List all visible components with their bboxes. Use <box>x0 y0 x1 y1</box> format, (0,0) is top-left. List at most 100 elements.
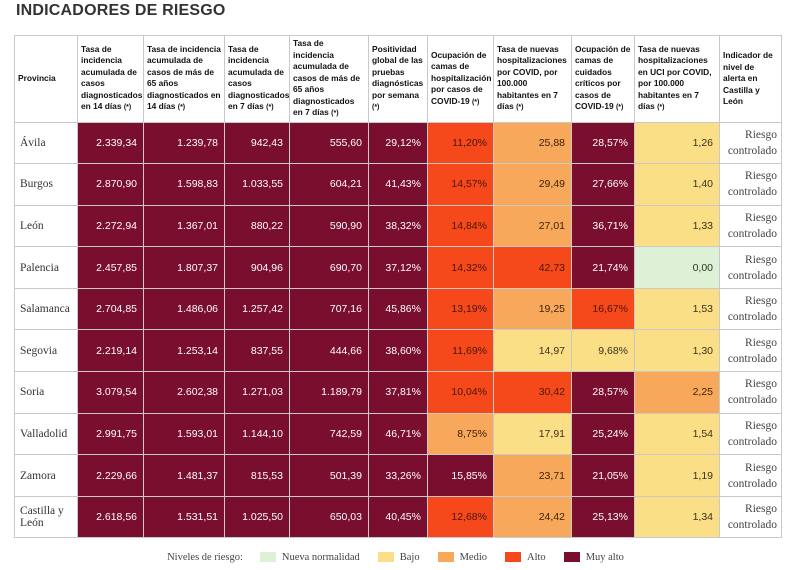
indicator-cell: 29,49 <box>493 163 572 206</box>
asterisk-note[interactable]: (*) <box>331 110 339 117</box>
legend-swatch <box>505 552 522 562</box>
indicator-cell: 9,68% <box>571 329 635 373</box>
indicator-cell: 2.618,56 <box>77 495 144 539</box>
province-cell: Burgos <box>14 163 78 206</box>
indicator-cell: 1,34 <box>634 495 720 539</box>
table-row: Palencia 2.457,85 1.807,37 904,96 690,70 37,1… <box>14 246 782 289</box>
legend-swatch <box>437 552 454 562</box>
indicator-cell: 27,01 <box>493 204 572 248</box>
indicator-cell: 837,55 <box>224 329 290 373</box>
indicator-cell: 23,71 <box>493 454 572 497</box>
indicator-cell: 2.991,75 <box>77 412 144 456</box>
indicator-cell: 1.486,06 <box>143 287 225 331</box>
indicator-cell: 3.079,54 <box>77 371 144 414</box>
indicator-cell: 2.457,85 <box>77 246 144 289</box>
asterisk-note[interactable]: (*) <box>123 104 132 112</box>
table-row: Segovia 2.219,14 1.253,14 837,55 444,66 38,60… <box>14 329 782 373</box>
province-cell: Soria <box>14 371 78 414</box>
indicator-cell: 815,53 <box>224 454 290 497</box>
alert-level-cell: Riesgo controlado <box>719 412 782 456</box>
indicator-cell: 2,25 <box>634 371 720 414</box>
indicator-cell: 38,32% <box>368 204 428 248</box>
indicator-cell: 14,84% <box>427 204 494 248</box>
column-header-nuevas-hosp: Tasa de nuevas hospitalizaciones por COV… <box>493 35 572 123</box>
legend-item-nueva-normalidad: Nueva normalidad <box>259 552 360 563</box>
asterisk-note[interactable]: (*) <box>471 98 480 106</box>
table-row: Valladolid 2.991,75 1.593,01 1.144,10 742,59… <box>14 412 782 456</box>
indicator-cell: 1.257,42 <box>224 287 290 331</box>
asterisk-note[interactable]: (*) <box>266 104 274 112</box>
indicator-cell: 45,86% <box>368 287 428 331</box>
indicator-cell: 36,71% <box>571 204 635 248</box>
alert-level-cell: Riesgo controlado <box>719 121 782 165</box>
indicator-cell: 37,12% <box>368 246 428 289</box>
indicator-cell: 1,19 <box>634 454 720 497</box>
indicator-cell: 27,66% <box>571 163 635 206</box>
legend-item-alto: Alto <box>505 552 546 563</box>
legend-item-muy-alto: Muy alto <box>563 552 624 563</box>
indicator-cell: 25,13% <box>571 495 635 539</box>
province-cell: Castilla y León <box>14 495 78 539</box>
indicator-cell: 690,70 <box>289 246 369 289</box>
indicator-cell: 14,32% <box>427 246 494 289</box>
indicator-cell: 2.229,66 <box>77 454 144 497</box>
column-header-provincia: Provincia <box>14 35 78 123</box>
province-cell: Ávila <box>14 121 78 165</box>
indicator-cell: 1.033,55 <box>224 163 290 206</box>
indicator-cell: 11,69% <box>427 329 494 373</box>
column-header-ia7-65: Tasa de incidencia acumulada de casos de… <box>289 35 369 123</box>
indicator-cell: 904,96 <box>224 246 290 289</box>
indicator-cell: 880,22 <box>224 204 290 248</box>
indicator-cell: 21,74% <box>571 246 635 289</box>
legend-item-medio: Medio <box>437 552 487 563</box>
indicator-cell: 8,75% <box>427 412 494 456</box>
indicator-cell: 604,21 <box>289 163 369 206</box>
indicator-cell: 29,12% <box>368 121 428 165</box>
indicator-cell: 2.704,85 <box>77 287 144 331</box>
alert-level-cell: Riesgo controlado <box>719 454 782 497</box>
indicator-cell: 25,24% <box>571 412 635 456</box>
indicator-cell: 11,20% <box>427 121 494 165</box>
indicator-cell: 38,60% <box>368 329 428 373</box>
indicator-cell: 21,05% <box>571 454 635 497</box>
indicator-cell: 1,40 <box>634 163 720 206</box>
indicator-cell: 33,26% <box>368 454 428 497</box>
asterisk-note[interactable]: (*) <box>657 104 665 112</box>
alert-level-cell: Riesgo controlado <box>719 204 782 248</box>
column-header-ocupacion-uci: Ocupación de camas de cuidados críticos … <box>571 35 635 123</box>
indicator-cell: 1.144,10 <box>224 412 290 456</box>
asterisk-note[interactable]: (*) <box>177 104 186 112</box>
column-header-positividad: Positividad global de las pruebas diagnó… <box>368 35 428 123</box>
indicator-cell: 25,88 <box>493 121 572 165</box>
indicator-cell: 2.219,14 <box>77 329 144 373</box>
indicator-cell: 28,57% <box>571 121 635 165</box>
legend-label: Niveles de riesgo: <box>167 551 243 563</box>
indicator-cell: 1.025,50 <box>224 495 290 539</box>
indicator-cell: 1,53 <box>634 287 720 331</box>
province-cell: Salamanca <box>14 287 78 331</box>
column-header-ia7: Tasa de incidencia acumulada de casos di… <box>224 35 290 123</box>
column-header-ia14: Tasa de incidencia acumulada de casos di… <box>77 35 144 123</box>
table-row: Burgos 2.870,90 1.598,83 1.033,55 604,21 41,4… <box>14 163 782 206</box>
indicator-cell: 1.271,03 <box>224 371 290 414</box>
table-row: Salamanca 2.704,85 1.486,06 1.257,42 707,16 4… <box>14 287 782 331</box>
asterisk-note[interactable]: (*) <box>615 104 624 112</box>
indicator-cell: 2.339,34 <box>77 121 144 165</box>
column-header-nivel-alerta: Indicador de nivel de alerta en Castilla… <box>719 35 782 123</box>
indicator-cell: 942,43 <box>224 121 290 165</box>
indicator-cell: 24,42 <box>493 495 572 539</box>
indicator-cell: 444,66 <box>289 329 369 373</box>
indicator-cell: 1.598,83 <box>143 163 225 206</box>
indicator-cell: 14,97 <box>493 329 572 373</box>
risk-indicators-table: Provincia Tasa de incidencia acumulada d… <box>14 35 782 539</box>
indicator-cell: 17,91 <box>493 412 572 456</box>
indicator-cell: 650,03 <box>289 495 369 539</box>
indicator-cell: 37,81% <box>368 371 428 414</box>
asterisk-note[interactable]: (*) <box>372 104 380 112</box>
indicator-cell: 42,73 <box>493 246 572 289</box>
asterisk-note[interactable]: (*) <box>516 104 524 112</box>
province-cell: Segovia <box>14 329 78 373</box>
province-cell: Palencia <box>14 246 78 289</box>
indicator-cell: 1,33 <box>634 204 720 248</box>
indicator-cell: 1,26 <box>634 121 720 165</box>
